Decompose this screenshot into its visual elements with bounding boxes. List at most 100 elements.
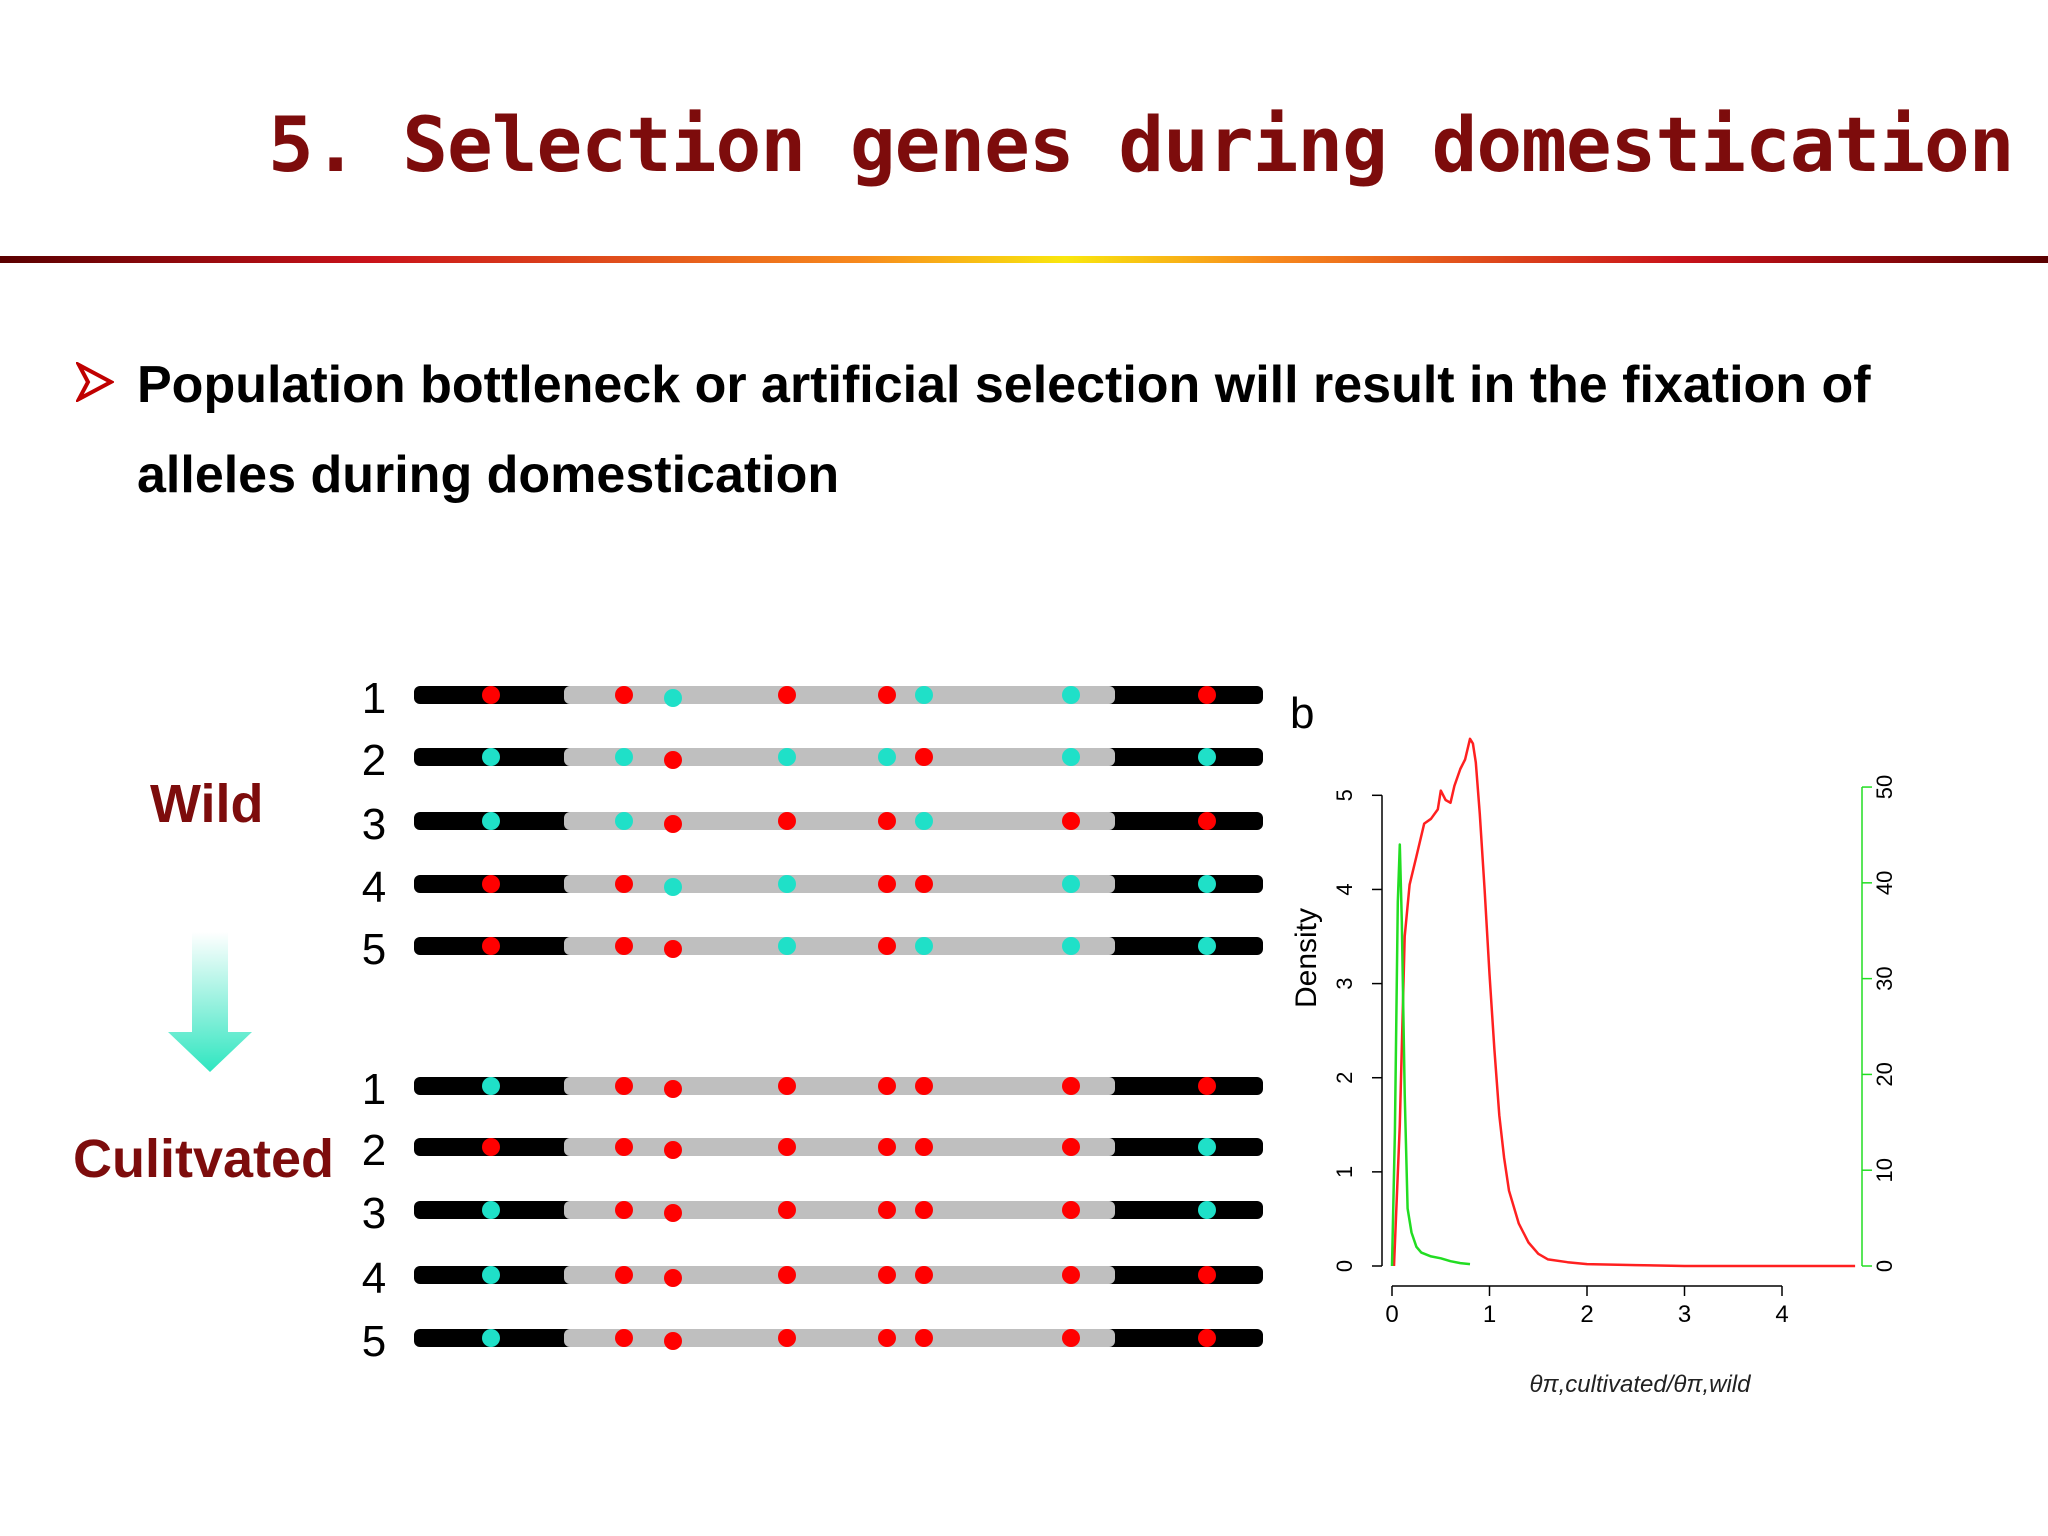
y-right-tick-label: 40 [1872, 871, 1897, 895]
allele-dot [1062, 748, 1080, 766]
allele-dot [482, 686, 500, 704]
allele-dot [482, 1329, 500, 1347]
allele-dot [915, 1201, 933, 1219]
wild-label: Wild [150, 774, 264, 834]
selected-region [564, 812, 1115, 830]
allele-dot [615, 1201, 633, 1219]
title-divider [0, 256, 2048, 263]
allele-dot [615, 1077, 633, 1095]
wild-haplotype-row: 5 [362, 925, 1263, 974]
density-series-line-2 [1390, 843, 1471, 1267]
bullet-text: Population bottleneck or artificial sele… [137, 356, 1871, 504]
allele-dot [615, 937, 633, 955]
y-left-tick-label: 3 [1332, 977, 1357, 989]
allele-dot [664, 1332, 682, 1350]
y-axis-label: Density [1290, 908, 1323, 1008]
y-right-tick-label: 10 [1872, 1158, 1897, 1182]
allele-dot [915, 1329, 933, 1347]
x-axis: 0 1 2 3 4 [1385, 1285, 1789, 1328]
y-right-tick-label: 50 [1872, 775, 1897, 799]
allele-dot [664, 878, 682, 896]
allele-dot [878, 1138, 896, 1156]
allele-dot [915, 1138, 933, 1156]
allele-dot [664, 751, 682, 769]
allele-dot [778, 748, 796, 766]
allele-dot [878, 686, 896, 704]
allele-dot [778, 1329, 796, 1347]
y-axis-left: 0 1 2 3 4 5 [1332, 789, 1383, 1272]
cultivated-haplotype-row: 3 [362, 1189, 1263, 1238]
allele-dot [778, 1201, 796, 1219]
allele-dot [615, 875, 633, 893]
x-tick-label: 4 [1775, 1301, 1788, 1328]
row-number-label: 4 [362, 1254, 386, 1303]
bullet-arrow-icon [76, 362, 114, 402]
allele-dot [1198, 1077, 1216, 1095]
allele-dot [1198, 812, 1216, 830]
allele-dot [482, 1138, 500, 1156]
allele-dot [878, 748, 896, 766]
selected-region [564, 686, 1115, 704]
allele-dot [482, 937, 500, 955]
cultivated-haplotype-row: 1 [362, 1065, 1263, 1114]
allele-dot [778, 812, 796, 830]
allele-dot [778, 686, 796, 704]
allele-dot [878, 812, 896, 830]
slide-title: 5. Selection genes during domestication [268, 100, 2014, 189]
allele-dot [778, 1077, 796, 1095]
density-series-line-1 [1392, 737, 1856, 1268]
y-right-tick-label: 0 [1872, 1260, 1897, 1272]
y-left-tick-label: 0 [1332, 1260, 1357, 1272]
allele-dot [482, 1201, 500, 1219]
allele-dot [615, 1329, 633, 1347]
allele-dot [915, 812, 933, 830]
allele-dot [1198, 937, 1216, 955]
wild-haplotype-row: 3 [362, 800, 1263, 849]
row-number-label: 4 [362, 863, 386, 912]
allele-dot [664, 1204, 682, 1222]
cultivated-haplotype-row: 4 [362, 1254, 1263, 1303]
allele-dot [915, 1077, 933, 1095]
allele-dot [615, 1138, 633, 1156]
row-number-label: 3 [362, 1189, 386, 1238]
row-number-label: 1 [362, 674, 386, 723]
allele-dot [915, 937, 933, 955]
allele-dot [482, 812, 500, 830]
selected-region [564, 937, 1115, 955]
allele-dot [1198, 1329, 1216, 1347]
down-arrow-icon [168, 932, 252, 1072]
allele-dot [1062, 812, 1080, 830]
allele-dot [664, 815, 682, 833]
row-number-label: 2 [362, 1126, 386, 1175]
allele-dot [664, 940, 682, 958]
selected-region [564, 1266, 1115, 1284]
allele-dot [878, 937, 896, 955]
wild-haplotype-row: 2 [362, 736, 1263, 785]
allele-dot [664, 689, 682, 707]
cultivated-haplotype-row: 2 [362, 1126, 1263, 1175]
density-chart: b 0 1 2 3 4 5 Density 0 10 20 30 40 50 0 1 2 3 4 θπ,cultiva… [1290, 690, 1897, 1398]
allele-dot [878, 875, 896, 893]
selected-region [564, 1201, 1115, 1219]
y-axis-right: 0 10 20 30 40 50 [1861, 775, 1897, 1272]
allele-dot [1062, 1138, 1080, 1156]
allele-dot [1198, 1138, 1216, 1156]
cultivated-label: Culitvated [73, 1129, 335, 1189]
allele-dot [664, 1269, 682, 1287]
row-number-label: 5 [362, 925, 386, 974]
allele-dot [1198, 1266, 1216, 1284]
allele-dot [915, 875, 933, 893]
allele-dot [664, 1080, 682, 1098]
allele-dot [482, 1077, 500, 1095]
row-number-label: 5 [362, 1317, 386, 1366]
y-right-tick-label: 30 [1872, 966, 1897, 990]
y-left-tick-label: 1 [1332, 1166, 1357, 1178]
row-number-label: 3 [362, 800, 386, 849]
cultivated-haplotype-row: 5 [362, 1317, 1263, 1366]
allele-dot [778, 1266, 796, 1284]
selected-region [564, 1329, 1115, 1347]
allele-dot [878, 1329, 896, 1347]
allele-dot [1062, 875, 1080, 893]
allele-dot [778, 937, 796, 955]
allele-dot [615, 812, 633, 830]
